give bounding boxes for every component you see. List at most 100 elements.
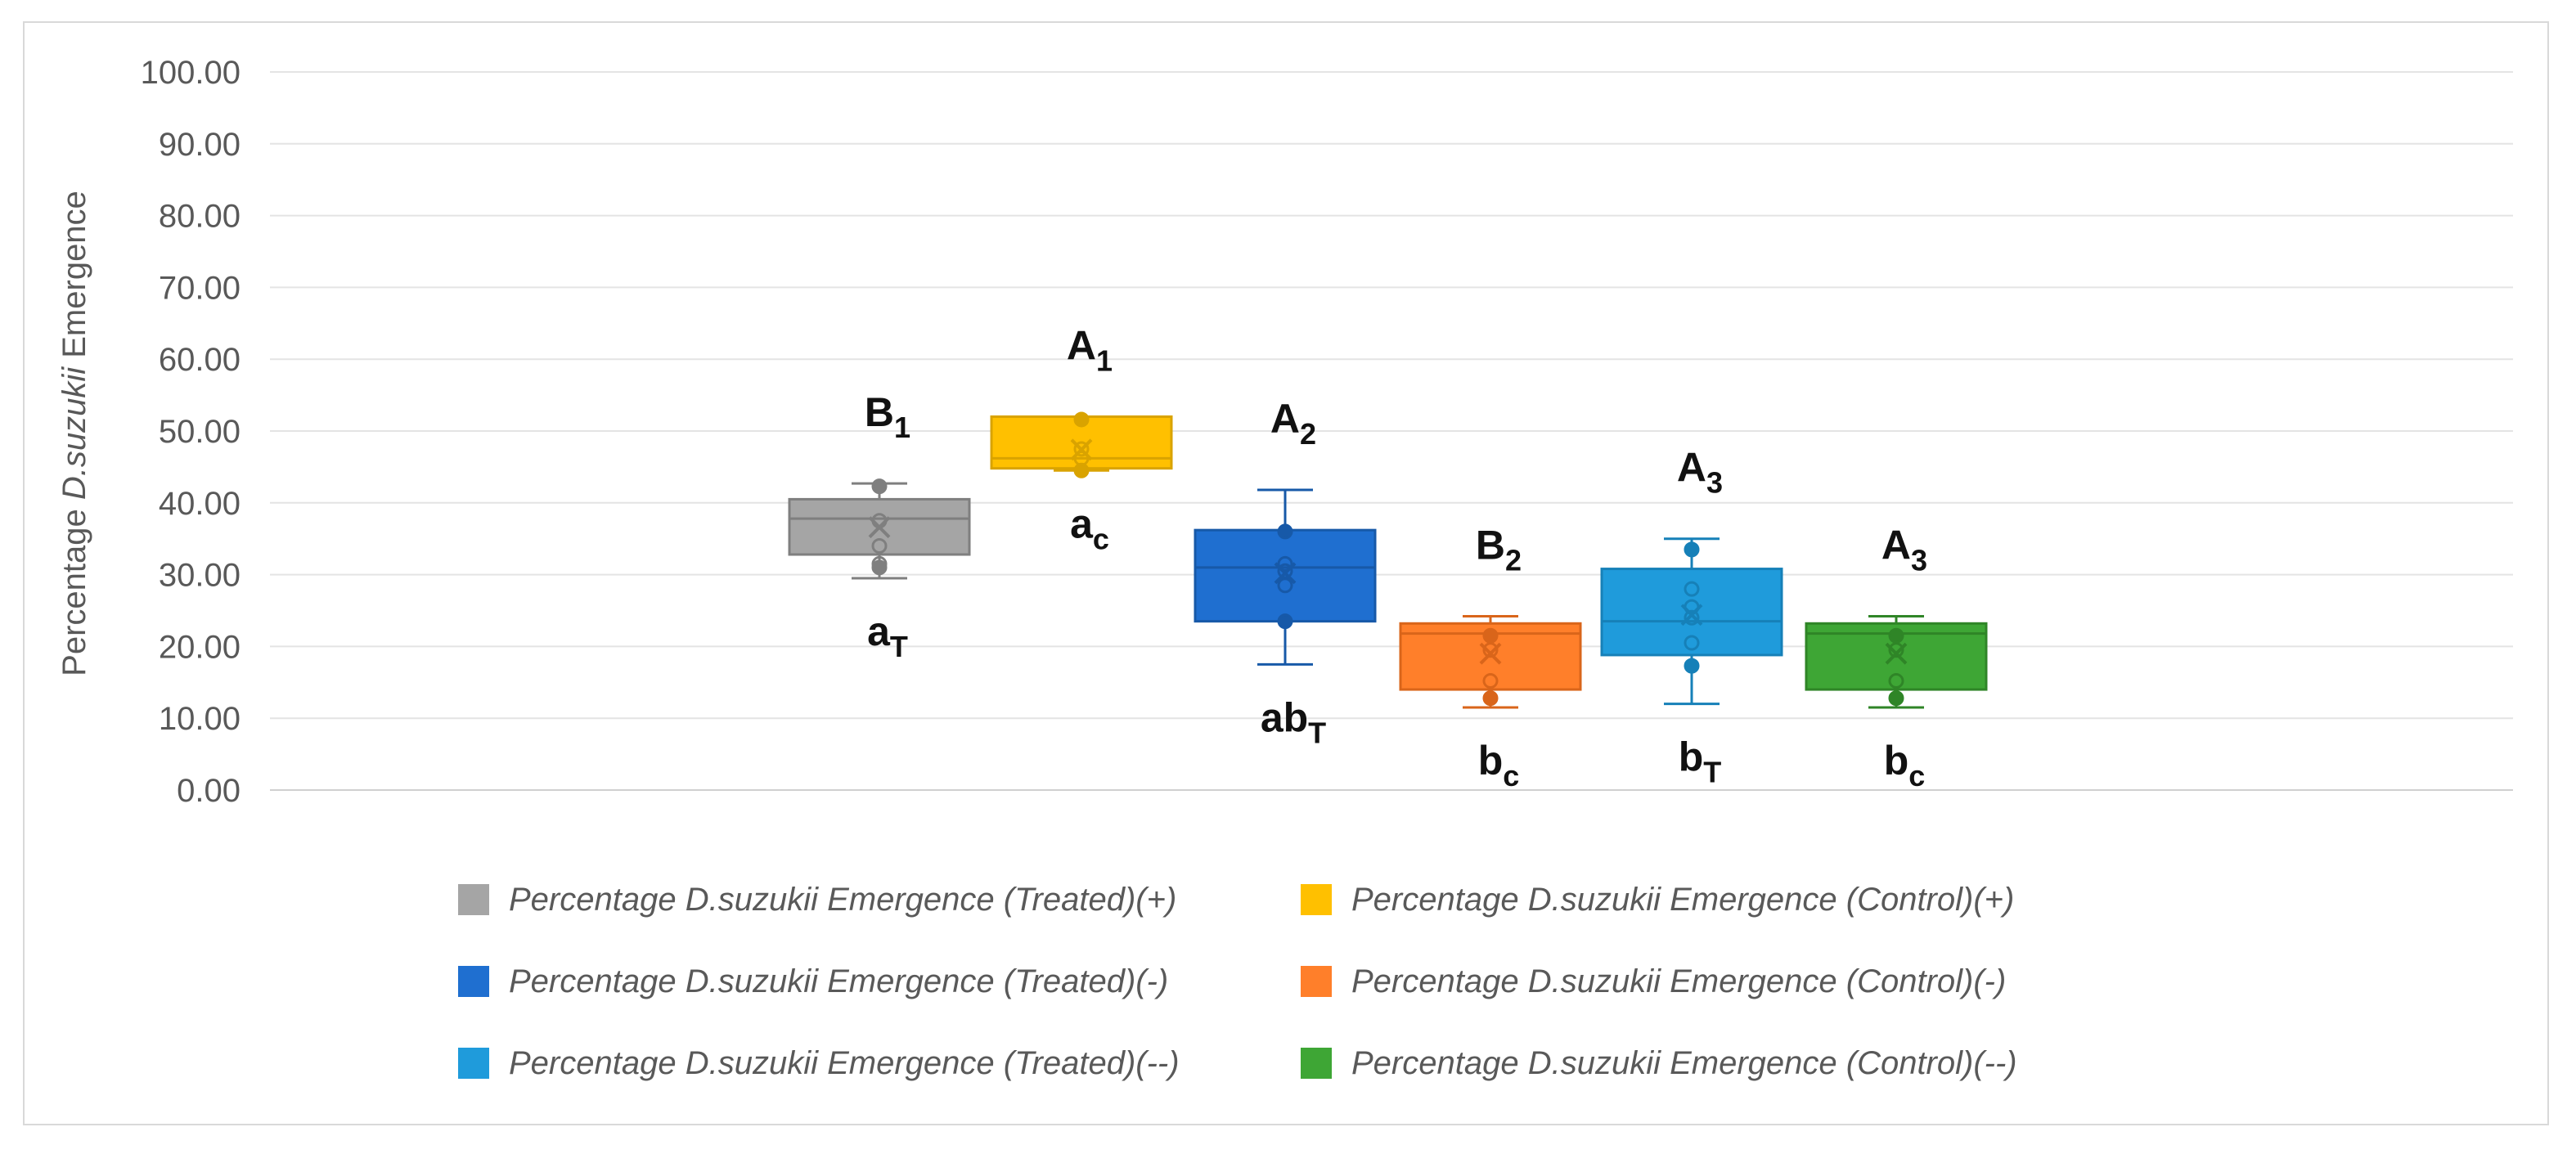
y-tick-label: 70.00 bbox=[159, 270, 241, 306]
data-point bbox=[1888, 673, 1904, 689]
y-tick-label: 20.00 bbox=[159, 629, 241, 665]
group-letter-lower: aT bbox=[867, 608, 908, 663]
group-letter-lower-main: b bbox=[1679, 734, 1704, 780]
data-point bbox=[1888, 642, 1904, 658]
group-letter-upper: B2 bbox=[1476, 523, 1522, 577]
group-letter-upper: B1 bbox=[865, 389, 910, 444]
group-letter-lower: bT bbox=[1679, 734, 1722, 789]
group-letter-lower-main: ab bbox=[1261, 694, 1308, 740]
data-point bbox=[1684, 635, 1700, 651]
y-tick-label: 100.00 bbox=[141, 55, 241, 91]
data-point bbox=[1684, 581, 1700, 597]
data-point bbox=[871, 478, 888, 495]
group-letter-lower-sub: T bbox=[1308, 716, 1326, 749]
y-tick-label: 30.00 bbox=[159, 558, 241, 594]
y-axis-label-prefix: Percentage bbox=[56, 500, 92, 676]
box-group: A3 bT bbox=[1600, 445, 1783, 789]
legend-item: Percentage D.suzukii Emergence (Control)… bbox=[1301, 882, 2143, 918]
y-axis-label: Percentage D.suzukii Emergence bbox=[56, 191, 92, 676]
mean-marker bbox=[1885, 642, 1908, 665]
y-axis-label-suffix: Emergence bbox=[56, 191, 92, 367]
group-letter-lower-sub: c bbox=[1093, 522, 1109, 555]
group-letter-upper-main: A bbox=[1067, 322, 1096, 368]
box-group: A2 abT bbox=[1194, 396, 1377, 749]
data-point bbox=[1277, 613, 1293, 630]
data-point bbox=[1277, 577, 1293, 594]
group-letter-upper: A1 bbox=[1067, 322, 1113, 377]
group-letter-lower-main: b bbox=[1884, 738, 1909, 784]
box-group: A3 bc bbox=[1805, 523, 1988, 793]
data-point bbox=[1277, 555, 1293, 572]
group-letter-upper: A3 bbox=[1881, 523, 1927, 577]
data-point bbox=[1073, 441, 1090, 457]
data-point bbox=[1073, 411, 1090, 428]
mean-marker bbox=[1274, 562, 1297, 585]
legend-item: Percentage D.suzukii Emergence (Treated)… bbox=[458, 1045, 1301, 1082]
group-letter-lower-sub: T bbox=[1703, 756, 1721, 789]
group-letter-lower: abT bbox=[1261, 694, 1326, 749]
mean-marker bbox=[1479, 642, 1502, 665]
group-letter-lower-sub: c bbox=[1503, 759, 1519, 793]
box-iqr bbox=[1194, 528, 1377, 623]
y-tick-label: 50.00 bbox=[159, 414, 241, 450]
group-letter-lower-main: a bbox=[867, 608, 891, 654]
group-letter-upper-main: A bbox=[1677, 445, 1706, 491]
legend-swatch bbox=[458, 1048, 489, 1079]
y-axis-label-italic: D.suzukii bbox=[56, 366, 92, 500]
gridlines bbox=[270, 71, 2513, 791]
legend-label: Percentage D.suzukii Emergence (Control)… bbox=[1351, 1044, 2017, 1081]
legend-swatch bbox=[458, 966, 489, 997]
group-letter-upper-main: B bbox=[1476, 523, 1505, 568]
data-point bbox=[1888, 627, 1904, 644]
legend-label: Percentage D.suzukii Emergence (Treated)… bbox=[509, 963, 1169, 999]
mean-marker bbox=[1680, 604, 1703, 626]
group-letter-upper-sub: 3 bbox=[1706, 466, 1723, 500]
group-letter-lower: bc bbox=[1884, 738, 1926, 793]
mean-marker bbox=[1070, 438, 1093, 461]
data-point bbox=[1482, 627, 1499, 644]
data-point bbox=[1277, 563, 1293, 579]
y-tick-label: 60.00 bbox=[159, 342, 241, 378]
legend-label: Percentage D.suzukii Emergence (Treated)… bbox=[509, 881, 1177, 918]
group-letter-upper-sub: 3 bbox=[1911, 544, 1927, 577]
legend-item: Percentage D.suzukii Emergence (Treated)… bbox=[458, 963, 1301, 1000]
legend-swatch bbox=[458, 884, 489, 915]
group-letter-upper: A2 bbox=[1270, 396, 1316, 451]
data-point bbox=[1277, 523, 1293, 540]
y-tick-label: 10.00 bbox=[159, 701, 241, 737]
box-group: A1 ac bbox=[990, 322, 1173, 555]
data-point bbox=[1482, 690, 1499, 707]
legend-label: Percentage D.suzukii Emergence (Control)… bbox=[1351, 963, 2007, 999]
group-letter-upper-sub: 1 bbox=[894, 411, 910, 444]
group-letter-lower: ac bbox=[1070, 501, 1109, 555]
group-letter-upper-main: B bbox=[865, 389, 894, 435]
legend-swatch bbox=[1301, 966, 1332, 997]
group-letter-upper-sub: 2 bbox=[1505, 544, 1522, 577]
legend-row: Percentage D.suzukii Emergence (Treated)… bbox=[458, 941, 2176, 1022]
mean-marker bbox=[868, 516, 891, 539]
y-tick-label: 80.00 bbox=[159, 199, 241, 235]
boxplot-chart: 0.00 10.00 20.00 30.00 40.00 50.00 60.00 70.00 8… bbox=[56, 55, 2513, 809]
y-tick-label: 40.00 bbox=[159, 486, 241, 522]
legend-item: Percentage D.suzukii Emergence (Control)… bbox=[1301, 963, 2143, 1000]
legend-label: Percentage D.suzukii Emergence (Treated)… bbox=[509, 1044, 1180, 1081]
data-point bbox=[1888, 690, 1904, 707]
group-letter-lower-main: b bbox=[1478, 738, 1504, 784]
legend-row: Percentage D.suzukii Emergence (Treated)… bbox=[458, 1022, 2176, 1104]
box-group: B2 bc bbox=[1399, 523, 1582, 793]
y-tick-label: 90.00 bbox=[159, 127, 241, 163]
legend: Percentage D.suzukii Emergence (Treated)… bbox=[458, 859, 2176, 1104]
legend-swatch bbox=[1301, 1048, 1332, 1079]
group-letter-lower-main: a bbox=[1070, 501, 1094, 546]
group-letter-upper-sub: 2 bbox=[1300, 417, 1316, 451]
legend-row: Percentage D.suzukii Emergence (Treated)… bbox=[458, 859, 2176, 941]
data-point bbox=[871, 555, 888, 572]
group-letter-lower-sub: c bbox=[1908, 759, 1925, 793]
group-letter-upper-sub: 1 bbox=[1096, 344, 1113, 377]
data-point bbox=[1482, 642, 1499, 658]
box-group: B1 aT bbox=[788, 389, 971, 663]
data-point bbox=[1482, 673, 1499, 689]
y-tick-label: 0.00 bbox=[177, 773, 241, 809]
legend-item: Percentage D.suzukii Emergence (Treated)… bbox=[458, 882, 1301, 918]
